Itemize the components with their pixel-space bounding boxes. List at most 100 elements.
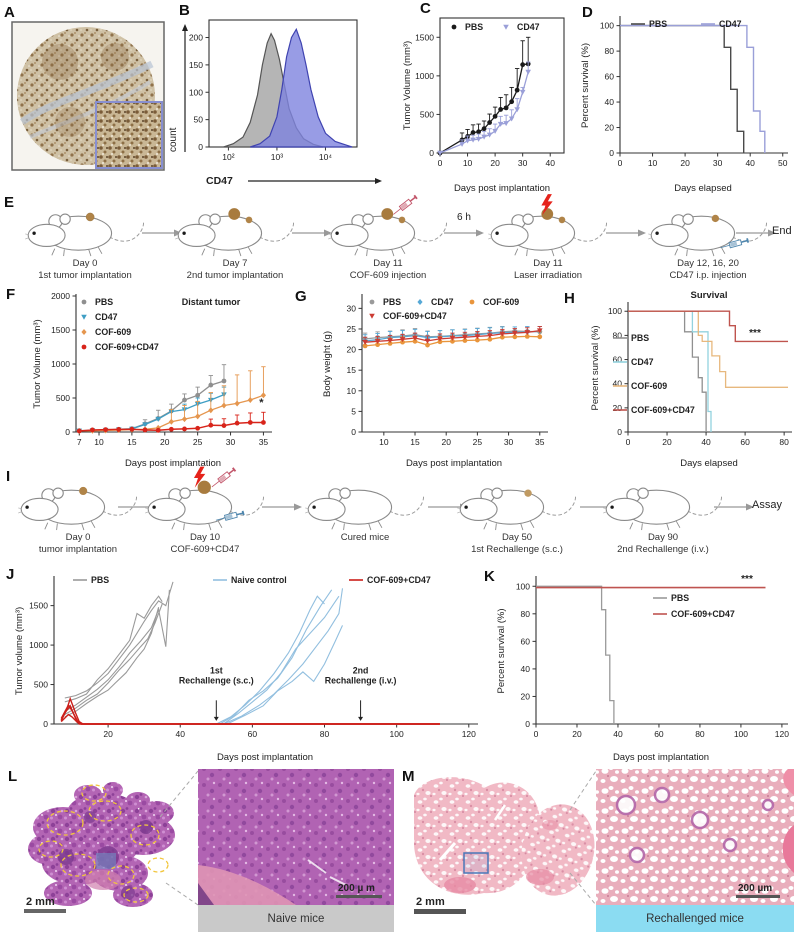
svg-text:10: 10 xyxy=(648,158,658,168)
svg-text:***: *** xyxy=(741,574,753,585)
panel-letter-m: M xyxy=(402,768,415,785)
panel-letter-i: I xyxy=(6,468,11,485)
svg-text:COF-609+CD47: COF-609+CD47 xyxy=(671,609,735,619)
ihc-micrograph xyxy=(11,21,165,171)
svg-text:Days post implantation: Days post implantation xyxy=(125,458,221,469)
svg-text:1000: 1000 xyxy=(415,71,434,81)
caption-bar xyxy=(198,905,394,932)
timeline-stage: Day 12, 16, 20 CD47 i.p. injection xyxy=(645,200,771,288)
svg-text:200: 200 xyxy=(189,33,203,43)
svg-text:CD47: CD47 xyxy=(719,19,742,29)
svg-text:0: 0 xyxy=(618,158,623,168)
svg-text:Tumor volume (mm³): Tumor volume (mm³) xyxy=(14,607,25,695)
stage-day: Day 90 xyxy=(647,532,679,543)
svg-text:CD47: CD47 xyxy=(631,357,654,367)
svg-text:*: * xyxy=(259,397,264,409)
scalebar-label: 2 mm xyxy=(26,896,55,908)
svg-text:COF-609+CD47: COF-609+CD47 xyxy=(383,311,447,321)
svg-text:40: 40 xyxy=(176,729,186,739)
stage-day: Day 50 xyxy=(501,532,533,543)
timeline-stage: Day 0 tumor implantation xyxy=(15,474,141,562)
stage-desc: 2nd Rechallenge (i.v.) xyxy=(617,544,709,556)
tumor-dot xyxy=(381,208,394,220)
svg-text:20: 20 xyxy=(613,403,623,413)
svg-text:80: 80 xyxy=(320,729,330,739)
panel-letter-g: G xyxy=(295,288,307,305)
svg-text:500: 500 xyxy=(34,680,48,690)
tumor-dot xyxy=(541,208,554,220)
caption-label: Naive mice xyxy=(268,913,325,925)
panel-letter-b: B xyxy=(179,2,190,19)
svg-text:40: 40 xyxy=(613,729,623,739)
panel-letter-j: J xyxy=(6,566,15,583)
svg-text:20: 20 xyxy=(605,123,615,133)
svg-text:1500: 1500 xyxy=(415,32,434,42)
tumor-dot xyxy=(79,486,88,496)
svg-text:0: 0 xyxy=(525,719,530,729)
svg-text:COF-609+CD47: COF-609+CD47 xyxy=(95,342,159,352)
svg-text:60: 60 xyxy=(521,636,531,646)
tumor-dot xyxy=(711,214,720,223)
svg-text:80: 80 xyxy=(779,437,789,447)
svg-text:PBS: PBS xyxy=(631,333,649,343)
svg-text:25: 25 xyxy=(193,437,203,447)
svg-text:60: 60 xyxy=(605,72,615,82)
tumor-dot xyxy=(85,212,95,222)
svg-text:10: 10 xyxy=(347,386,357,396)
chart-rechallenge-survival: 0 20 40 60 80 100 120 0 20 40 60 80 100 Days post imp… xyxy=(496,574,789,763)
svg-text:50: 50 xyxy=(778,158,788,168)
svg-text:CD47: CD47 xyxy=(206,175,233,187)
svg-text:CD47: CD47 xyxy=(517,22,540,32)
svg-text:PBS: PBS xyxy=(671,593,689,603)
svg-text:Tumor Volume (mm³): Tumor Volume (mm³) xyxy=(32,319,43,408)
panel-letter-k: K xyxy=(484,568,495,585)
chart-cd47-flow-histogram: 10² 10³ 10⁴ 0 50 100 150 200 count CD47 xyxy=(168,19,382,187)
svg-text:PBS: PBS xyxy=(649,19,667,29)
svg-text:20: 20 xyxy=(441,437,451,447)
svg-text:CD47: CD47 xyxy=(431,297,454,307)
svg-text:40: 40 xyxy=(701,437,711,447)
svg-text:10: 10 xyxy=(463,158,473,168)
tissue-section xyxy=(28,782,175,907)
svg-text:1000: 1000 xyxy=(51,359,70,369)
svg-text:100: 100 xyxy=(600,21,614,31)
svg-text:Percent survival (%): Percent survival (%) xyxy=(496,609,507,694)
timeline-stage: Day 0 1st tumor implantation xyxy=(22,200,148,288)
panel-letter-h: H xyxy=(564,290,575,307)
svg-text:10²: 10² xyxy=(222,152,234,162)
svg-text:120: 120 xyxy=(775,729,789,739)
svg-text:Distant tumor: Distant tumor xyxy=(182,297,241,307)
histology-rechallenged: 2 mm 200 µm Rechallenged mice xyxy=(414,769,794,932)
svg-text:10⁴: 10⁴ xyxy=(319,152,332,162)
panel-letter-f: F xyxy=(6,286,16,303)
svg-text:Days elapsed: Days elapsed xyxy=(680,458,738,469)
tumor-dot xyxy=(245,216,253,224)
svg-text:100: 100 xyxy=(516,581,530,591)
svg-text:count: count xyxy=(168,127,179,152)
stage-desc: Laser irradiation xyxy=(513,270,583,282)
svg-text:60: 60 xyxy=(740,437,750,447)
stage-desc: 1st Rechallenge (s.c.) xyxy=(471,544,563,556)
svg-text:30: 30 xyxy=(347,303,357,313)
svg-text:Days elapsed: Days elapsed xyxy=(674,183,732,194)
svg-text:15: 15 xyxy=(347,365,357,375)
svg-text:Days post implantation: Days post implantation xyxy=(217,752,313,763)
panel-letter-d: D xyxy=(582,4,593,21)
inset-micrograph: 200 µ m xyxy=(198,769,394,905)
chart-distant-tumor-volume: 7 10 15 20 25 30 35 0 500 1000 1500 2000 Days post i… xyxy=(32,291,272,469)
scalebar xyxy=(24,909,66,913)
svg-text:100: 100 xyxy=(734,729,748,739)
svg-text:1500: 1500 xyxy=(29,601,48,611)
svg-text:0: 0 xyxy=(43,719,48,729)
svg-text:30: 30 xyxy=(713,158,723,168)
tumor-outlines xyxy=(38,784,169,903)
svg-text:0: 0 xyxy=(429,148,434,158)
panel-letter-a: A xyxy=(4,4,15,21)
timeline-stage: Day 7 2nd tumor implantation xyxy=(172,200,298,288)
chart-percent-survival: 0 10 20 30 40 50 0 20 40 60 80 100 Days elapsed Perce… xyxy=(580,16,788,194)
svg-text:PBS: PBS xyxy=(91,575,109,585)
scalebar xyxy=(414,909,466,914)
svg-text:0: 0 xyxy=(351,427,356,437)
svg-text:Days post implantation: Days post implantation xyxy=(454,183,550,194)
